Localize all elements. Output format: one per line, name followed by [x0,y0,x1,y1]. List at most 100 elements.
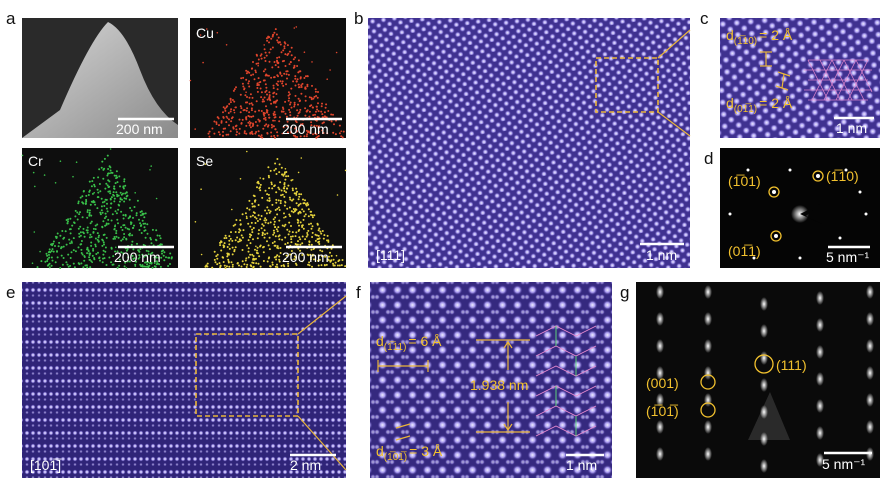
map-dot [291,179,294,181]
map-dot [274,226,277,228]
map-dot [313,124,316,127]
map-dot [294,94,297,97]
map-dot [301,82,304,85]
map-dot [96,188,99,191]
map-dot [288,97,291,100]
map-dot [264,209,267,212]
map-dot [301,123,304,125]
map-dot [82,227,85,230]
map-dot [101,160,104,163]
map-dot [248,124,251,127]
map-dot [224,107,226,110]
map-dot [104,246,107,249]
map-dot [293,105,296,108]
saed-pattern: (1̅01) (1̅10) (01̅1) 5 nm⁻¹ [720,148,880,268]
map-dot [276,134,279,137]
map-dot [296,109,299,112]
map-dot [73,221,75,224]
map-dot [312,248,315,250]
map-dot [158,234,161,237]
map-dot [287,175,290,178]
map-dot [76,211,79,214]
map-dot [79,231,82,234]
map-dot [101,226,104,229]
map-dot [226,246,229,248]
map-dot [257,134,260,137]
map-dot [292,58,295,61]
index: (1̅11) [384,341,407,353]
map-dot [81,216,84,219]
map-dot [256,82,259,85]
map-dot [128,215,131,218]
map-dot [236,262,239,264]
map-dot [135,212,138,215]
map-dot [275,93,278,95]
map-dot [263,56,266,59]
map-dot [245,72,248,75]
map-dot [334,133,337,136]
map-dot [299,202,302,205]
map-dot [246,107,249,110]
map-dot [115,170,118,173]
map-dot [46,260,49,262]
map-dot [141,264,144,267]
map-dot [264,217,267,220]
diffraction-spot [704,393,712,407]
map-dot [258,119,261,122]
map-dot [264,116,267,119]
map-dot [277,186,280,189]
map-dot [293,103,296,106]
map-dot [263,96,266,99]
map-dot [264,51,267,54]
map-dot [260,53,263,56]
map-dot [122,214,125,217]
map-dot [309,210,312,213]
map-dot [101,201,104,204]
panel-letter: d [704,149,713,168]
map-dot [107,186,110,189]
map-dot [98,168,101,171]
map-dot [215,255,218,258]
map-dot [218,262,221,265]
map-dot [115,232,118,235]
map-dot [67,220,69,223]
map-dot [258,187,261,190]
map-dot [310,256,312,259]
map-dot [102,168,105,171]
diffraction-spot [656,312,664,326]
map-dot [165,256,167,259]
map-dot [106,174,109,177]
map-dot [264,60,267,62]
map-dot [271,187,274,190]
map-dot [295,80,298,83]
map-dot [276,39,279,42]
map-dot [56,232,59,235]
spot-label: (111) [776,357,807,373]
map-dot [288,230,291,233]
map-dot [219,264,222,267]
map-dot [286,242,289,244]
map-dot [283,212,285,215]
map-dot [254,199,256,202]
map-dot [257,262,260,265]
map-dot [315,95,318,97]
map-dot [114,237,116,240]
map-dot [266,260,269,263]
map-dot [225,133,228,136]
map-dot [48,253,50,256]
map-dot [324,106,327,109]
map-dot [227,112,230,114]
map-dot [298,193,301,196]
map-dot [86,226,89,229]
map-dot [245,124,248,127]
map-dot [238,264,240,267]
map-dot [288,108,291,111]
map-dot [251,67,254,70]
map-dot [272,112,275,115]
map-dot [280,166,283,169]
map-dot [88,213,91,216]
index: (1̅10) [734,35,757,47]
map-dot [321,102,323,105]
map-dot [304,95,307,98]
map-dot [259,54,262,57]
